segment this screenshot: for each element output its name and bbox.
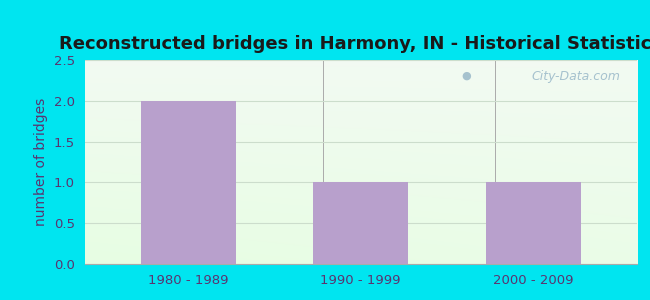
Title: Reconstructed bridges in Harmony, IN - Historical Statistics: Reconstructed bridges in Harmony, IN - H… — [59, 35, 650, 53]
Bar — [313, 182, 408, 264]
Y-axis label: number of bridges: number of bridges — [34, 98, 48, 226]
Text: City-Data.com: City-Data.com — [532, 70, 620, 83]
Bar — [140, 101, 235, 264]
Text: ●: ● — [462, 70, 471, 80]
Bar — [486, 182, 581, 264]
